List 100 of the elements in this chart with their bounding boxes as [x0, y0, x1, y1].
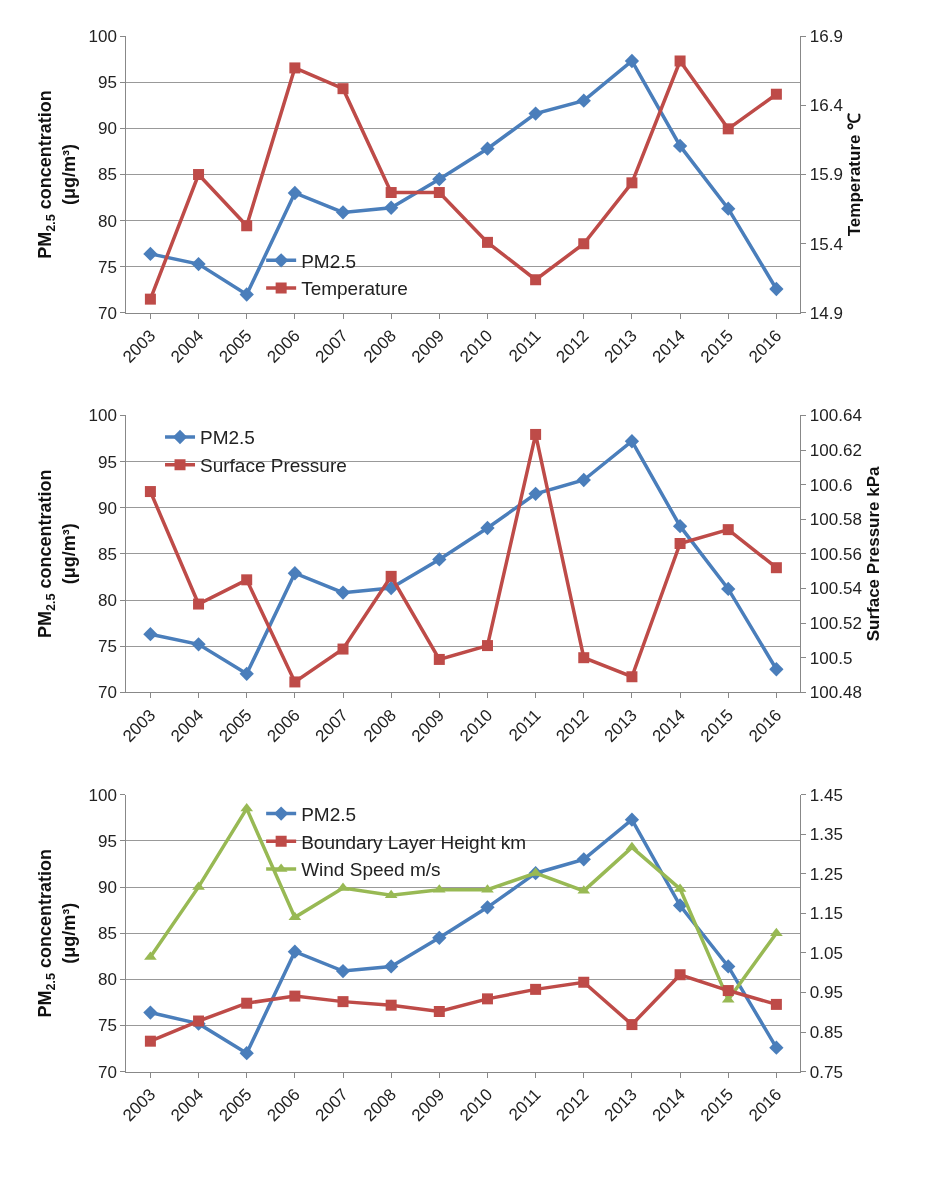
point [481, 236, 493, 248]
y-tick-label: 90 [98, 119, 117, 139]
point [143, 246, 158, 262]
point [578, 976, 590, 988]
point [674, 55, 686, 67]
point [385, 999, 397, 1011]
point [432, 171, 447, 187]
point [528, 106, 543, 121]
point [624, 53, 640, 69]
point [769, 662, 784, 677]
point [289, 990, 301, 1002]
y2-tick-label: 15.4 [809, 234, 843, 254]
point [385, 187, 397, 199]
point [287, 566, 303, 581]
point [287, 944, 303, 959]
point [530, 274, 542, 286]
y2-tick-label: 16.4 [809, 96, 843, 116]
y-tick-label: 75 [98, 637, 117, 657]
y2-axis-title: Surface Pressure kPa [864, 465, 884, 642]
legend-label: Surface Pressure [200, 455, 347, 477]
y2-tick-label: 1.15 [809, 904, 843, 924]
y-tick-label: 70 [98, 303, 117, 323]
point [530, 428, 542, 440]
legend-label: PM2.5 [301, 804, 357, 825]
point [241, 220, 253, 232]
y-tick-label: 80 [98, 590, 117, 610]
point [481, 640, 493, 652]
point [480, 900, 495, 915]
y-tick-label: 80 [98, 970, 117, 990]
point [241, 574, 253, 586]
point [530, 983, 542, 995]
point [769, 1040, 784, 1055]
point [433, 187, 445, 199]
point [626, 177, 638, 189]
point [624, 812, 640, 827]
y2-tick-label: 100.48 [809, 683, 862, 703]
point [721, 201, 736, 216]
point [193, 1015, 205, 1027]
point [385, 570, 397, 582]
point [672, 519, 688, 534]
point [335, 585, 351, 600]
point [769, 281, 784, 297]
point [626, 1019, 638, 1031]
y2-tick-label: 100.52 [809, 614, 862, 634]
y-tick-label: 85 [98, 544, 117, 564]
y-tick-label: 95 [98, 831, 117, 851]
y-tick-label: 80 [98, 211, 117, 231]
point [625, 841, 639, 851]
point [335, 205, 351, 220]
legend-label: PM2.5 [301, 250, 357, 272]
point [672, 898, 688, 913]
y2-tick-label: 100.58 [809, 510, 862, 530]
y2-tick-label: 16.9 [809, 27, 843, 47]
point [721, 959, 736, 974]
y2-tick-label: 100.5 [809, 648, 853, 668]
point [289, 676, 301, 688]
point [193, 169, 205, 181]
point [578, 652, 590, 664]
y-tick-label: 100 [88, 785, 117, 805]
point [191, 256, 206, 272]
point [770, 88, 782, 100]
point [193, 598, 205, 610]
y-tick-label: 100 [88, 27, 117, 47]
point [432, 552, 447, 567]
y2-tick-label: 100.56 [809, 544, 862, 564]
point [624, 434, 640, 449]
y-tick-label: 75 [98, 257, 117, 277]
y-tick-label: 75 [98, 1016, 117, 1036]
y2-tick-label: 1.25 [809, 864, 843, 884]
point [576, 93, 591, 108]
point [722, 524, 734, 536]
point [480, 141, 495, 156]
point [384, 200, 399, 215]
y2-tick-label: 100.6 [809, 475, 853, 495]
point [770, 562, 782, 574]
point [674, 537, 686, 549]
point [289, 62, 301, 74]
point [672, 138, 688, 154]
point [722, 985, 734, 997]
y2-tick-label: 0.95 [809, 983, 843, 1003]
y-tick-label: 95 [98, 452, 117, 472]
point [335, 963, 351, 979]
point [578, 238, 590, 250]
point [433, 653, 445, 665]
point [337, 83, 349, 95]
y-tick-label: 85 [98, 924, 117, 944]
point [191, 637, 206, 652]
point [480, 520, 495, 536]
point [288, 911, 302, 921]
point [528, 486, 543, 502]
y-tick-label: 100 [88, 406, 117, 426]
y-tick-label: 85 [98, 165, 117, 185]
y-tick-label: 70 [98, 683, 117, 703]
y-tick-label: 90 [98, 498, 117, 518]
point [626, 671, 638, 683]
point [337, 643, 349, 655]
point [481, 993, 493, 1005]
point [384, 959, 399, 974]
point [144, 293, 156, 305]
y2-tick-label: 1.35 [809, 825, 843, 845]
